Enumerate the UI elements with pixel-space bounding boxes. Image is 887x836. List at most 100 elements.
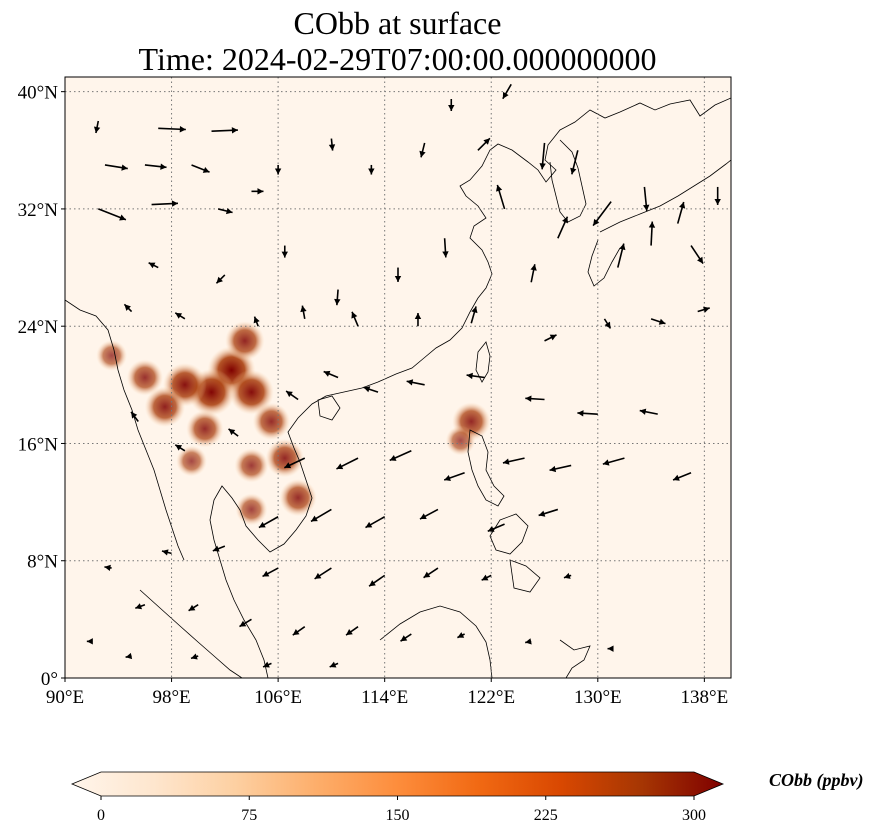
colorbar-tick-label: 225 (534, 807, 558, 824)
wind-arrow (525, 395, 545, 402)
wind-arrow-head (483, 138, 490, 145)
wind-arrow (643, 186, 650, 212)
wind-arrow-head (93, 126, 101, 133)
wind-arrow (419, 508, 439, 520)
wind-arrow-head (179, 126, 186, 133)
wind-arrow (328, 138, 336, 151)
wind-arrow (239, 618, 252, 628)
wind-arrow-head (570, 167, 577, 175)
wind-arrow-head (444, 474, 451, 482)
wind-arrow-head (334, 298, 341, 306)
wind-arrow (310, 508, 332, 523)
cobb-hotspot (235, 493, 268, 526)
wind-arrow (104, 164, 128, 171)
wind-arrow-head (104, 564, 111, 572)
wind-arrow-head (124, 304, 131, 311)
wind-arrow-head (216, 276, 223, 284)
wind-arrow-head (549, 334, 557, 341)
wind-arrow (592, 201, 612, 227)
wind-arrow (323, 370, 339, 379)
wind-arrow-head (329, 661, 337, 668)
cobb-hotspot (445, 425, 476, 456)
wind-arrow-head (369, 580, 376, 587)
wind-arrow (538, 508, 559, 517)
wind-arrow (329, 661, 339, 668)
wind-arrow-head (346, 629, 353, 636)
wind-arrow-head (697, 256, 704, 264)
wind-arrow-head (281, 251, 288, 258)
wind-arrow (368, 574, 386, 587)
wind-arrow (487, 523, 505, 533)
cobb-hotspot (229, 369, 274, 415)
wind-arrow-head (239, 620, 247, 627)
wind-arrow-head (365, 521, 373, 528)
wind-arrow-head (86, 638, 93, 645)
wind-arrow (539, 142, 546, 170)
wind-arrow-head (639, 408, 647, 415)
wind-arrow-head (336, 463, 344, 470)
wind-arrow (86, 638, 93, 645)
wind-arrow-head (538, 510, 546, 517)
wind-arrow (423, 567, 439, 579)
wind-arrow (98, 208, 127, 221)
colorbar-ticks: 0 75 150 225 300 (97, 796, 706, 824)
wind-arrow-head (643, 204, 650, 211)
wind-arrow-head (121, 164, 128, 171)
lon-tick-label: 122°E (467, 687, 515, 708)
wind-arrow-head (171, 200, 178, 207)
wind-arrow (557, 216, 569, 239)
cobb-hotspot (96, 340, 128, 371)
wind-arrow-head (423, 571, 431, 578)
wind-arrow (481, 574, 492, 581)
wind-arrow (714, 186, 721, 205)
colorbar-tick-label: 150 (386, 807, 410, 824)
wind-arrow-head (619, 243, 626, 251)
wind-arrow (284, 457, 306, 469)
wind-arrow (190, 653, 199, 660)
wind-arrow (676, 201, 686, 224)
wind-arrow-head (274, 168, 282, 175)
wind-arrow (93, 120, 101, 134)
map-frame (64, 76, 732, 679)
lat-tick-label: 32°N (18, 200, 59, 221)
wind-arrow (148, 262, 159, 269)
wind-arrow-head (703, 306, 710, 313)
wind-arrow-head (400, 635, 408, 642)
wind-arrow (191, 164, 210, 173)
plot-title-line-2: Time: 2024-02-29T07:00:00.000000000 (138, 41, 657, 77)
wind-arrow-head (389, 455, 397, 461)
wind-arrow-head (131, 411, 138, 419)
wind-arrow (123, 303, 133, 313)
wind-arrow-head (679, 201, 686, 209)
wind-arrow-head (188, 604, 196, 611)
wind-arrow-head (457, 632, 465, 638)
wind-arrow (285, 390, 299, 401)
wind-arrow (502, 83, 512, 100)
wind-arrow (525, 638, 532, 645)
wind-arrow (400, 633, 412, 642)
lon-tick-label: 138°E (681, 687, 729, 708)
wind-arrow (607, 645, 614, 652)
wind-arrow-head (481, 574, 489, 581)
wind-arrow-head (466, 372, 473, 380)
coastline-japan (587, 159, 731, 287)
wind-arrow (363, 386, 379, 393)
wind-arrow-head (119, 214, 126, 221)
wind-arrow-head (323, 370, 331, 377)
cobb-hotspot (144, 386, 186, 428)
lon-tick-label: 130°E (574, 687, 622, 708)
wind-arrow (672, 472, 692, 481)
lon-tick-label: 90°E (46, 687, 84, 708)
wind-arrow-head (125, 652, 133, 660)
wind-arrow (603, 318, 612, 329)
wind-arrow-head (419, 513, 427, 520)
wind-arrow-head (328, 144, 336, 151)
wind-arrow (502, 457, 525, 465)
wind-arrow-head (253, 316, 260, 324)
wind-arrow (104, 564, 112, 572)
coastline-mainland-asia (209, 97, 731, 678)
wind-arrow (414, 312, 422, 327)
lon-tick-label: 114°E (361, 687, 408, 708)
wind-arrow-head (496, 184, 503, 192)
